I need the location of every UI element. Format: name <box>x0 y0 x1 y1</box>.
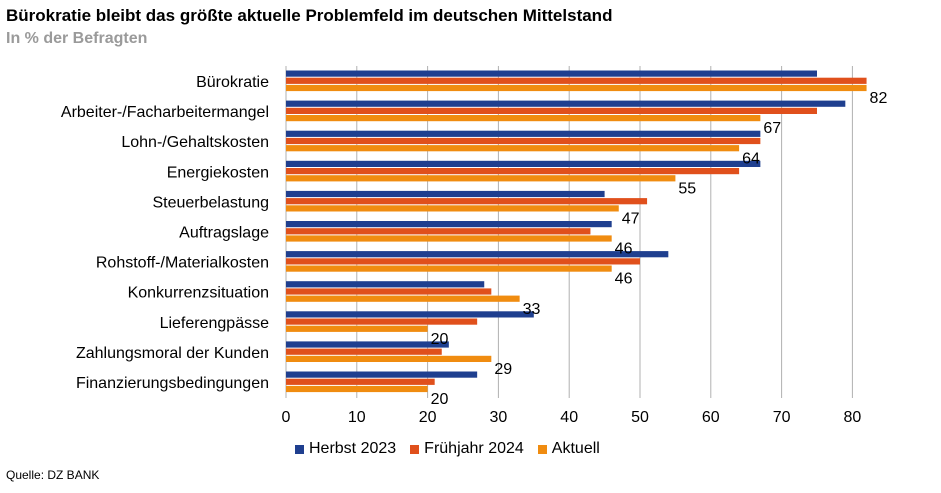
category-label: Bürokratie <box>196 74 269 91</box>
legend-swatch-fruehjahr-2024 <box>410 444 420 454</box>
legend-label-herbst-2023: Herbst 2023 <box>309 440 397 457</box>
bar <box>286 385 428 393</box>
data-label: 20 <box>431 331 449 348</box>
x-tick-label: 60 <box>702 409 720 426</box>
legend-label-fruehjahr-2024: Frühjahr 2024 <box>424 440 524 457</box>
data-label: 29 <box>494 361 512 378</box>
bar <box>286 84 867 92</box>
bar <box>286 130 761 137</box>
data-label: 46 <box>615 271 633 288</box>
legend-item-herbst-2023: Herbst 2023 <box>295 440 396 458</box>
bar <box>286 190 605 198</box>
bar <box>286 378 435 385</box>
category-label: Konkurrenzsituation <box>128 285 269 302</box>
bar <box>286 198 648 205</box>
data-label: 82 <box>870 90 888 107</box>
bar <box>286 107 817 114</box>
x-tick-label: 50 <box>631 409 649 426</box>
legend-label-aktuell: Aktuell <box>551 440 600 457</box>
bar <box>286 77 867 84</box>
bar <box>286 145 740 152</box>
bar <box>286 168 740 175</box>
legend-swatch-aktuell <box>537 444 547 454</box>
category-label: Arbeiter-/Facharbeitermangel <box>61 104 269 121</box>
data-label: 64 <box>742 150 760 167</box>
data-label: 33 <box>523 301 541 318</box>
bar <box>286 228 591 235</box>
bar <box>286 265 612 272</box>
x-tick-label: 80 <box>844 409 862 426</box>
category-labels: Bürokratie Arbeiter-/Facharbeitermangel Lo… <box>61 74 269 392</box>
category-label: Zahlungsmoral der Kunden <box>76 345 269 362</box>
bar <box>286 115 761 122</box>
bar <box>286 70 817 77</box>
bar <box>286 348 442 355</box>
category-label: Steuerbelastung <box>152 194 269 211</box>
legend-item-fruehjahr-2024: Frühjahr 2024 <box>410 440 524 458</box>
bar <box>286 235 612 242</box>
bars <box>286 70 867 393</box>
bar <box>286 251 669 258</box>
chart-subtitle: In % der Befragten <box>6 30 148 47</box>
data-label: 55 <box>678 180 696 197</box>
bar <box>286 205 619 212</box>
bar <box>286 295 520 302</box>
data-label: 67 <box>763 120 781 137</box>
bar <box>286 175 676 182</box>
data-label: 47 <box>622 211 640 228</box>
category-label: Finanzierungsbedingungen <box>76 375 269 392</box>
x-tick-label: 30 <box>490 409 508 426</box>
x-axis-ticks: 0 10 20 30 40 50 60 70 80 <box>282 409 862 426</box>
bar <box>286 318 478 325</box>
category-label: Auftragslage <box>179 225 269 242</box>
bar <box>286 258 640 265</box>
category-label: Energiekosten <box>167 164 269 181</box>
bar <box>286 288 492 295</box>
x-tick-label: 40 <box>560 409 578 426</box>
data-label: 46 <box>615 241 633 258</box>
bar <box>286 355 492 362</box>
x-tick-label: 20 <box>419 409 437 426</box>
category-label: Lieferengpässe <box>160 315 270 332</box>
bar <box>286 341 449 348</box>
chart-title: Bürokratie bleibt das größte aktuelle Pr… <box>6 6 613 25</box>
x-tick-label: 0 <box>282 409 291 426</box>
legend-item-aktuell: Aktuell <box>537 440 600 458</box>
x-tick-label: 70 <box>773 409 791 426</box>
category-label: Rohstoff-/Materialkosten <box>96 255 269 272</box>
bar <box>286 311 534 318</box>
x-tick-label: 10 <box>348 409 366 426</box>
legend: Herbst 2023 Frühjahr 2024 Aktuell <box>295 440 600 458</box>
data-label: 20 <box>431 391 449 408</box>
bar <box>286 281 485 288</box>
bar <box>286 371 478 378</box>
bar <box>286 325 428 332</box>
source-note: Quelle: DZ BANK <box>6 468 100 482</box>
bar <box>286 221 612 228</box>
category-label: Lohn-/Gehaltskosten <box>121 134 269 151</box>
bar <box>286 100 846 107</box>
bar <box>286 160 761 167</box>
bar <box>286 137 761 145</box>
legend-swatch-herbst-2023 <box>295 444 304 454</box>
